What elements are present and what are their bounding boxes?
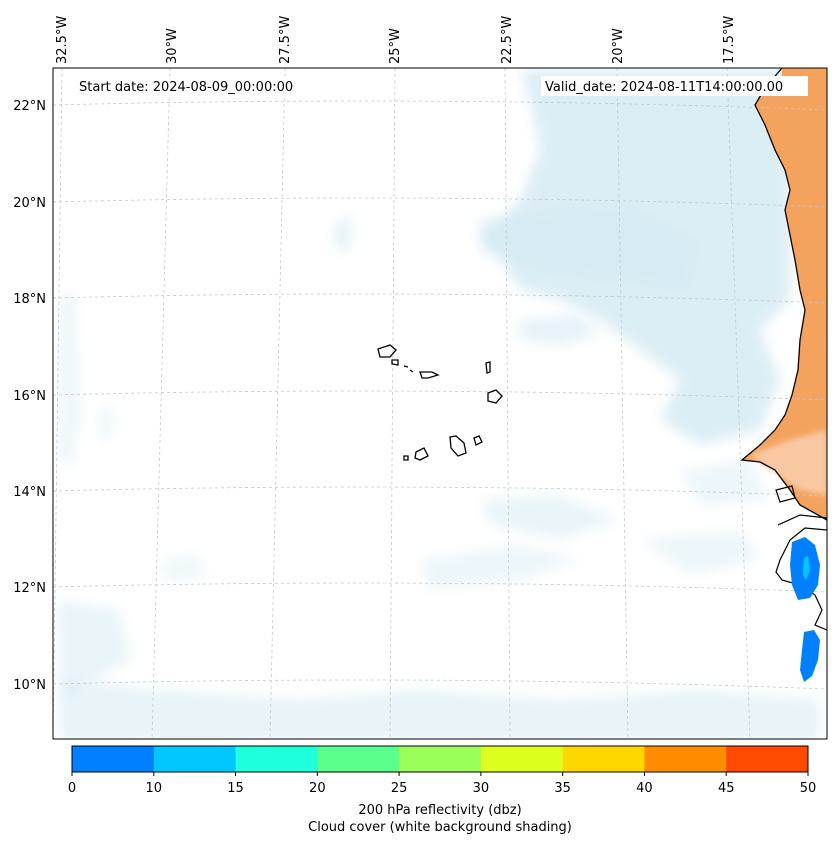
colorbar-tick-label: 0 [68, 781, 76, 796]
reflectivity-cells [790, 537, 820, 682]
colorbar-swatch [399, 746, 482, 772]
colorbar-tick-label: 45 [718, 781, 735, 796]
valid-date-box [541, 76, 808, 96]
colorbar-swatch [562, 746, 645, 772]
colorbar-ticks: 0 10 15 20 25 30 35 40 45 50 [68, 772, 816, 796]
land-light-shading [750, 430, 827, 495]
gridlines [53, 68, 827, 739]
colorbar-swatch [72, 746, 155, 772]
longitude-labels: 32.5°W 30°W 27.5°W 25°W 22.5°W 20°W 17.5… [55, 16, 737, 64]
colorbar-swatch [480, 746, 564, 772]
lat-label: 14°N [13, 485, 46, 500]
colorbar-label-line2: Cloud cover (white background shading) [308, 820, 572, 835]
africa-land [742, 68, 827, 520]
lon-label: 32.5°W [55, 16, 70, 64]
lon-label: 22.5°W [500, 16, 515, 64]
lon-label: 27.5°W [278, 16, 293, 64]
lon-label: 30°W [165, 28, 180, 64]
colorbar-tick-label: 50 [800, 781, 817, 796]
lon-label: 25°W [388, 28, 403, 64]
gambia-coast [775, 485, 796, 503]
colorbar-swatch [644, 746, 727, 772]
colorbar-tick-label: 40 [636, 781, 653, 796]
cape-verde-islands [377, 344, 503, 461]
map-content: Start date: 2024-08-09_00:00:00 Valid_da… [53, 68, 827, 739]
lat-label: 12°N [13, 581, 46, 596]
start-date-box [75, 76, 313, 96]
coastline [740, 68, 827, 521]
colorbar-tick-label: 10 [146, 781, 163, 796]
valid-date-label: Valid_date: 2024-08-11T14:00:00.00 [545, 80, 783, 95]
lat-label: 10°N [13, 678, 46, 693]
colorbar-swatch [235, 746, 318, 772]
lon-label: 20°W [611, 28, 626, 64]
lat-label: 18°N [13, 292, 46, 307]
colorbar-frame [71, 745, 809, 773]
colorbar-label-line1: 200 hPa reflectivity (dbz) [358, 803, 521, 818]
lat-label: 16°N [13, 389, 46, 404]
map-frame [52, 67, 828, 740]
colorbar-swatch [317, 746, 400, 772]
colorbar-tick-label: 20 [309, 781, 326, 796]
lon-label: 17.5°W [722, 16, 737, 64]
colorbar-tick-label: 30 [473, 781, 490, 796]
guinea-coastline [775, 514, 827, 631]
colorbar-swatch [153, 746, 237, 772]
start-date-label: Start date: 2024-08-09_00:00:00 [79, 80, 293, 95]
colorbar-tick-label: 35 [554, 781, 571, 796]
latitude-labels: 22°N 20°N 18°N 16°N 14°N 12°N 10°N [13, 99, 46, 693]
cloud-cover-shading [58, 70, 820, 739]
lat-label: 22°N [13, 99, 46, 114]
colorbar-swatches [72, 746, 809, 772]
colorbar-tick-label: 25 [391, 781, 408, 796]
lat-label: 20°N [13, 196, 46, 211]
colorbar: 0 10 15 20 25 30 35 40 45 50 200 hPa reflectivity… [68, 745, 816, 835]
colorbar-swatch [726, 746, 809, 772]
colorbar-tick-label: 15 [227, 781, 244, 796]
